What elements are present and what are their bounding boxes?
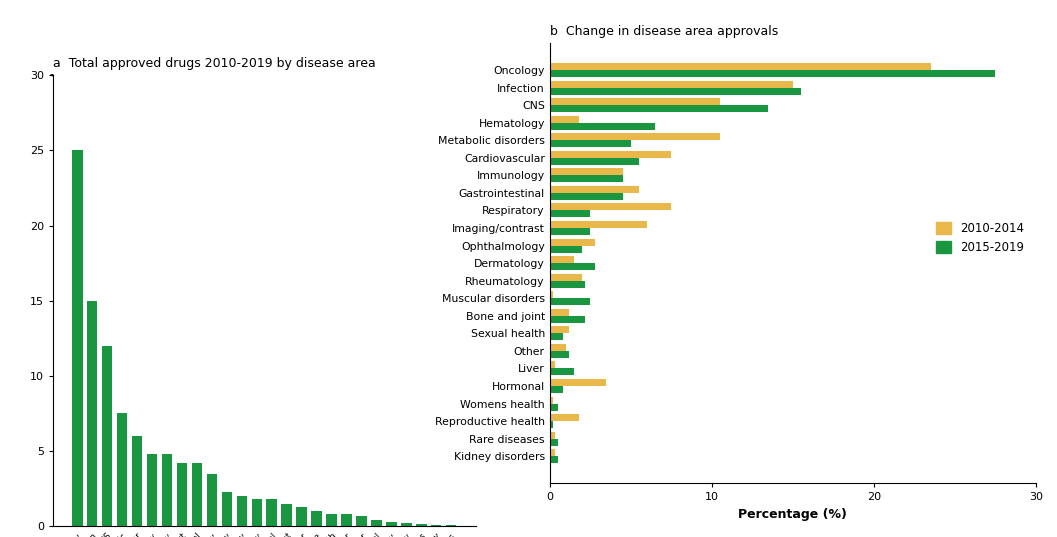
Bar bbox=[550, 361, 555, 368]
Bar bbox=[550, 449, 555, 456]
Bar bbox=[191, 463, 202, 526]
Bar bbox=[550, 176, 623, 183]
Bar bbox=[550, 256, 574, 263]
Bar bbox=[550, 404, 558, 411]
Bar bbox=[431, 525, 442, 526]
Bar bbox=[550, 151, 671, 158]
Bar bbox=[162, 454, 172, 526]
Bar bbox=[550, 238, 595, 245]
Bar bbox=[147, 454, 157, 526]
Bar bbox=[550, 133, 720, 140]
Bar bbox=[550, 421, 553, 428]
Bar bbox=[550, 98, 720, 105]
Bar bbox=[207, 474, 217, 526]
Bar bbox=[550, 396, 553, 404]
Bar bbox=[252, 499, 262, 526]
Bar bbox=[177, 463, 187, 526]
Text: a  Total approved drugs 2010-2019 by disease area: a Total approved drugs 2010-2019 by dise… bbox=[53, 57, 375, 70]
Bar bbox=[550, 245, 582, 252]
Bar bbox=[222, 492, 233, 526]
Bar bbox=[550, 221, 647, 228]
Text: b  Change in disease area approvals: b Change in disease area approvals bbox=[550, 25, 778, 38]
Bar bbox=[312, 511, 321, 526]
Bar bbox=[550, 168, 623, 176]
Bar bbox=[87, 301, 97, 526]
Bar bbox=[550, 140, 631, 147]
Bar bbox=[550, 309, 569, 316]
Bar bbox=[281, 504, 292, 526]
Bar bbox=[550, 158, 638, 165]
Bar bbox=[416, 524, 427, 526]
Bar bbox=[550, 326, 569, 333]
Bar bbox=[550, 379, 607, 386]
Bar bbox=[117, 413, 128, 526]
Bar bbox=[550, 432, 555, 439]
Bar bbox=[550, 105, 768, 112]
Bar bbox=[401, 523, 411, 526]
Legend: 2010-2014, 2015-2019: 2010-2014, 2015-2019 bbox=[930, 216, 1030, 260]
Bar bbox=[550, 274, 582, 281]
Bar bbox=[550, 316, 586, 323]
Bar bbox=[550, 368, 574, 375]
Bar bbox=[550, 263, 595, 270]
Bar bbox=[550, 122, 655, 130]
Bar bbox=[550, 281, 586, 288]
Bar bbox=[446, 525, 457, 526]
Bar bbox=[550, 344, 565, 351]
Bar bbox=[550, 456, 558, 463]
X-axis label: Percentage (%): Percentage (%) bbox=[738, 508, 848, 521]
Bar bbox=[550, 115, 579, 122]
Bar bbox=[550, 351, 569, 358]
Bar bbox=[356, 516, 367, 526]
Bar bbox=[386, 522, 396, 526]
Bar bbox=[550, 386, 562, 393]
Bar bbox=[327, 514, 337, 526]
Bar bbox=[550, 211, 590, 217]
Bar bbox=[101, 346, 112, 526]
Bar bbox=[550, 70, 996, 77]
Bar bbox=[550, 291, 553, 298]
Bar bbox=[550, 333, 562, 340]
Bar bbox=[550, 414, 579, 421]
Bar bbox=[550, 204, 671, 211]
Bar bbox=[296, 507, 307, 526]
Bar bbox=[371, 520, 382, 526]
Bar bbox=[550, 81, 793, 88]
Bar bbox=[550, 63, 930, 70]
Bar bbox=[550, 186, 638, 193]
Bar bbox=[550, 439, 558, 446]
Bar bbox=[550, 193, 623, 200]
Bar bbox=[72, 150, 82, 526]
Bar bbox=[550, 228, 590, 235]
Bar bbox=[266, 499, 277, 526]
Bar bbox=[550, 298, 590, 305]
Bar bbox=[132, 436, 143, 526]
Bar bbox=[341, 514, 352, 526]
Bar bbox=[550, 88, 801, 95]
Bar bbox=[237, 496, 247, 526]
